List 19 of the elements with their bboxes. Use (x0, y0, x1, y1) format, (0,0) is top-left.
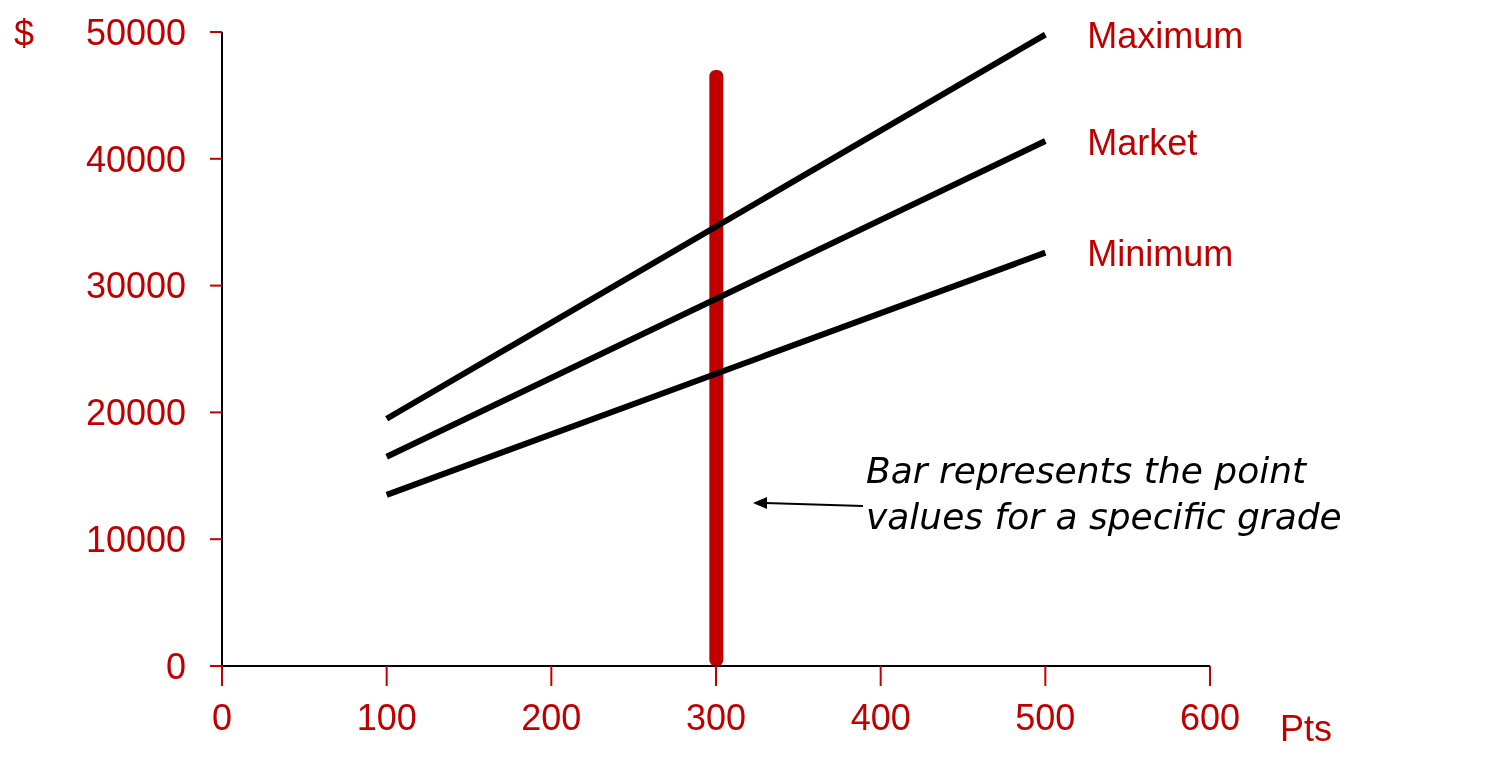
y-tick-label: 0 (165, 645, 186, 687)
x-tick-label: 200 (521, 696, 582, 738)
series-label: Market (1087, 121, 1198, 163)
x-tick-label: 300 (685, 696, 747, 738)
annotation: Bar represents the point values for a specific grade (866, 450, 1342, 537)
x-tick-label: 0 (211, 696, 233, 738)
y-tick-label: 40000 (85, 138, 186, 180)
y-tick-label: 50000 (85, 11, 186, 53)
x-tick-label: 500 (1015, 696, 1076, 738)
y-tick-label: 10000 (85, 518, 186, 560)
x-tick-label: 100 (356, 696, 417, 738)
y-tick-label: 20000 (85, 392, 186, 434)
series-label: Minimum (1087, 233, 1234, 275)
x-axis-title: Pts (1280, 708, 1333, 749)
y-tick-label: 30000 (85, 265, 186, 307)
series-label: Maximum (1087, 15, 1244, 57)
x-tick-label: 400 (850, 696, 911, 738)
y-axis-title: $ (14, 13, 35, 54)
x-tick-label: 600 (1179, 696, 1241, 738)
